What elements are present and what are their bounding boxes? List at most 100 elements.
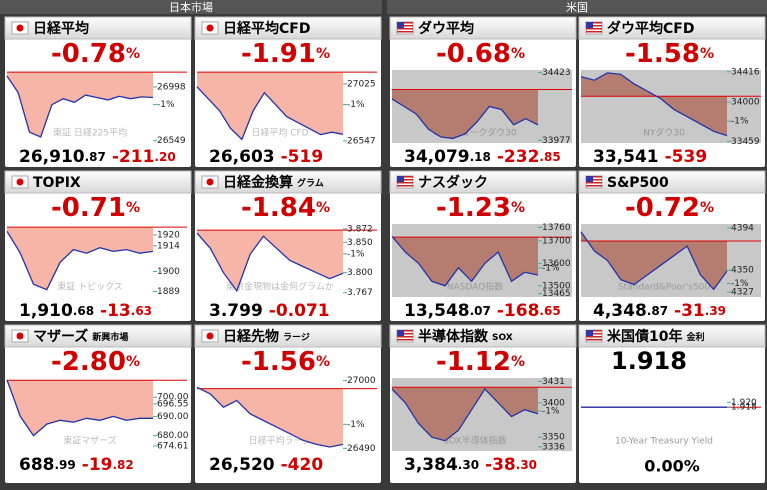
change-int: -211 <box>112 147 155 167</box>
change-area <box>581 72 727 136</box>
axis-label: -1% <box>347 249 365 259</box>
price: 1,910.68 -13.63 <box>19 301 152 321</box>
flag-sun <box>16 24 24 32</box>
flag-stripe <box>586 182 602 184</box>
price: 34,079.18 -232.85 <box>404 147 561 167</box>
flag-stripe <box>586 176 602 178</box>
percent-value: -1.58 <box>625 39 700 69</box>
flag-stripe <box>397 336 413 338</box>
title-bar <box>578 324 766 348</box>
axis-label: 4327 <box>731 288 754 298</box>
change-int: -13 <box>100 301 131 321</box>
panel-name-text: 日経先物 <box>223 328 279 345</box>
axis-label: 26549 <box>157 136 186 146</box>
panel-suffix: ラージ <box>283 332 310 343</box>
watermark: 日経平均ラージ <box>249 435 312 447</box>
percent: -1.84% <box>241 193 330 223</box>
axis-label: 1889 <box>157 287 180 297</box>
percent-unit: % <box>126 46 140 62</box>
price-int: 33,541 <box>593 147 659 167</box>
bottom-value: 0.00% <box>644 457 700 476</box>
percent-value: -0.72 <box>625 193 700 223</box>
panel-name: 日経先物 ラージ <box>223 328 310 345</box>
price: 4,348.87 -31.39 <box>593 301 726 321</box>
axis-label: 13760 <box>542 223 571 233</box>
change: -232 <box>497 147 540 167</box>
change-area <box>392 236 538 286</box>
axis-label: 3400 <box>542 398 565 408</box>
big-value: 1.918 <box>611 347 687 375</box>
price-int: 26,520 <box>209 455 275 475</box>
percent-unit: % <box>511 200 525 216</box>
watermark: Standard&Poor's500 <box>618 283 710 293</box>
flag-stripe <box>586 25 602 27</box>
percent-value: -0.78 <box>51 39 126 69</box>
price: 26,520 -420 <box>209 455 323 475</box>
percent-unit: % <box>316 354 330 370</box>
title-bar <box>578 170 766 194</box>
axis-label: 700.00 <box>157 393 189 403</box>
axis-label: 674.61 <box>157 441 189 451</box>
axis-label: 3350 <box>542 433 565 443</box>
panel-suffix: グラム <box>297 177 324 189</box>
axis-label: 4394 <box>731 223 754 233</box>
panel-suffix: SOX <box>492 333 513 343</box>
flag-stripe <box>586 336 602 338</box>
change: -38 <box>485 455 516 475</box>
change-dec: .39 <box>705 304 726 318</box>
watermark: 日経平均 CFD <box>251 127 308 139</box>
title-bar <box>194 16 382 40</box>
change-int: -31 <box>674 301 705 321</box>
change: -19 <box>82 455 113 475</box>
flag-sun <box>16 332 24 340</box>
change: -168 <box>497 301 540 321</box>
flag-stripe <box>586 185 602 187</box>
axis-label: 3431 <box>542 377 565 387</box>
flag-stripe <box>397 31 413 33</box>
change: -539 <box>665 147 708 167</box>
change-area <box>392 387 538 441</box>
price-line <box>580 72 728 137</box>
flag-stripe <box>397 182 413 184</box>
axis-label: -1% <box>157 100 175 110</box>
flag-sun <box>206 24 214 32</box>
change: -519 <box>281 147 324 167</box>
axis-label: 1920 <box>157 230 180 240</box>
price-dec: .30 <box>458 458 479 472</box>
price-line <box>580 231 728 291</box>
title-bar <box>389 324 577 348</box>
price-line <box>196 386 344 448</box>
price-int: 688 <box>19 455 55 475</box>
price: 13,548.07 -168.65 <box>404 301 561 321</box>
percent: -0.71% <box>51 193 140 223</box>
percent-unit: % <box>700 46 714 62</box>
price-line <box>196 86 344 141</box>
percent-unit: % <box>316 46 330 62</box>
axis-label: 3.872 <box>347 224 373 234</box>
percent: -1.23% <box>436 193 525 223</box>
axis-label: 690.00 <box>157 412 189 422</box>
price-line <box>6 230 154 291</box>
percent-value: -1.84 <box>241 193 316 223</box>
percent: -2.80% <box>51 347 140 377</box>
panel-name: 日経平均CFD <box>223 20 310 37</box>
percent-value: -1.56 <box>241 347 316 377</box>
change-dec: .63 <box>131 304 152 318</box>
change-area <box>197 72 343 140</box>
price: 688.99 -19.82 <box>19 455 134 475</box>
flag-stripe <box>397 185 413 187</box>
change-area <box>392 89 538 139</box>
percent-unit: % <box>316 200 330 216</box>
percent: -0.78% <box>51 39 140 69</box>
price-int: 13,548 <box>404 301 470 321</box>
percent-value: -0.71 <box>51 193 126 223</box>
title-bar <box>4 16 192 40</box>
panel-name: ダウ平均CFD <box>607 20 694 37</box>
panel-name-text: 日経平均CFD <box>223 20 310 37</box>
panel-name: TOPIX <box>33 175 81 191</box>
watermark: NYダウ30 <box>643 127 685 139</box>
axis-label: 13700 <box>542 236 571 246</box>
change-dec: .30 <box>516 458 537 472</box>
title-bar <box>194 170 382 194</box>
price-dec: .87 <box>647 304 668 318</box>
